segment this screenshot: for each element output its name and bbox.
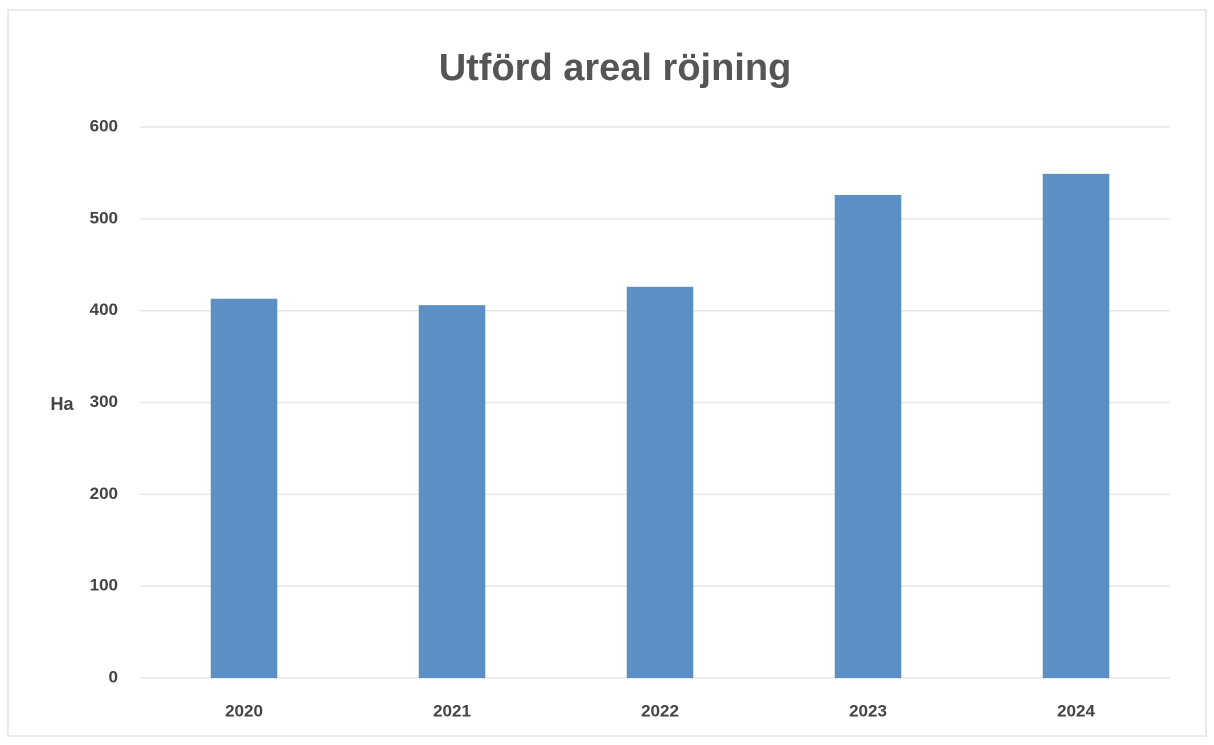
x-tick-label: 2021: [433, 701, 471, 720]
y-tick-label: 600: [90, 116, 118, 135]
y-tick-label: 500: [90, 208, 118, 227]
x-tick-label: 2022: [641, 701, 679, 720]
y-axis-label: Ha: [50, 394, 74, 414]
bar: [210, 298, 278, 678]
bar: [626, 286, 694, 678]
y-tick-label: 0: [109, 667, 118, 686]
bar: [418, 305, 486, 678]
x-tick-label: 2024: [1057, 701, 1095, 720]
chart-title: Utförd areal röjning: [439, 47, 792, 89]
chart-frame: [7, 9, 1207, 737]
x-tick-label: 2020: [225, 701, 263, 720]
y-tick-label: 200: [90, 484, 118, 503]
y-tick-label: 100: [90, 576, 118, 595]
bar: [834, 194, 902, 678]
bar: [1042, 173, 1110, 678]
y-tick-label: 300: [90, 392, 118, 411]
x-tick-label: 2023: [849, 701, 887, 720]
y-tick-label: 400: [90, 300, 118, 319]
